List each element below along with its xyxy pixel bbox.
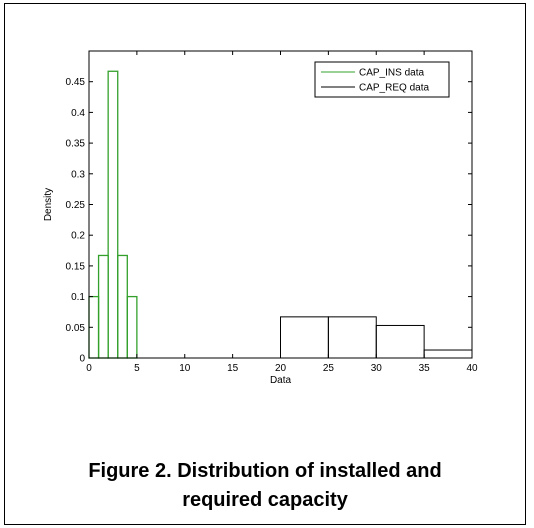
- y-tick-label: 0.35: [66, 139, 86, 150]
- x-tick-label: 40: [466, 363, 478, 374]
- cap-ins-bar-4: [126, 295, 138, 359]
- x-axis-label: Data: [270, 375, 292, 386]
- legend-label-cap-req: CAP_REQ data: [359, 83, 429, 94]
- x-tick-label: 5: [134, 363, 140, 374]
- histogram-bars: [88, 70, 473, 359]
- x-axis-ticks: 0 5 10 15 20 25 30 35 40: [86, 51, 478, 374]
- cap-ins-bar-2: [107, 70, 119, 359]
- y-tick-label: 0.45: [66, 77, 86, 88]
- legend-box: [314, 61, 450, 98]
- y-tick-label: 0.2: [71, 231, 85, 242]
- cap-ins-bar-3: [117, 254, 128, 359]
- y-tick-label: 0.15: [66, 261, 86, 272]
- x-tick-label: 20: [275, 363, 287, 374]
- x-tick-label: 15: [227, 363, 239, 374]
- cap-req-bar-0: [280, 316, 329, 359]
- y-tick-label: 0.25: [66, 200, 86, 211]
- x-tick-label: 35: [419, 363, 431, 374]
- x-tick-label: 30: [371, 363, 383, 374]
- y-axis-label: Density: [43, 188, 54, 221]
- caption-line-2: required capacity: [182, 489, 348, 511]
- x-tick-label: 25: [323, 363, 335, 374]
- legend: CAP_INS data CAP_REQ data: [314, 61, 450, 98]
- caption-line-1: Figure 2. Distribution of installed and: [88, 460, 442, 482]
- y-tick-label: 0.05: [66, 323, 86, 334]
- figure-frame: [4, 3, 526, 525]
- figure-caption: Figure 2. Distribution of installed and …: [4, 457, 526, 515]
- y-tick-label: 0.1: [71, 292, 85, 303]
- cap-req-bar-3: [423, 349, 473, 359]
- y-tick-label: 0: [79, 354, 85, 365]
- y-axis-ticks: 0 0.05 0.1 0.15 0.2 0.25 0.3 0.35 0.4 0.45: [66, 77, 472, 365]
- cap-req-bar-1: [327, 316, 377, 359]
- cap-req-bar-2: [375, 324, 425, 359]
- x-tick-label: 10: [179, 363, 191, 374]
- y-tick-label: 0.4: [71, 108, 85, 119]
- cap-ins-bar-1: [97, 254, 109, 359]
- legend-label-cap-ins: CAP_INS data: [359, 68, 424, 79]
- x-tick-label: 0: [86, 363, 92, 374]
- y-tick-label: 0.3: [71, 169, 85, 180]
